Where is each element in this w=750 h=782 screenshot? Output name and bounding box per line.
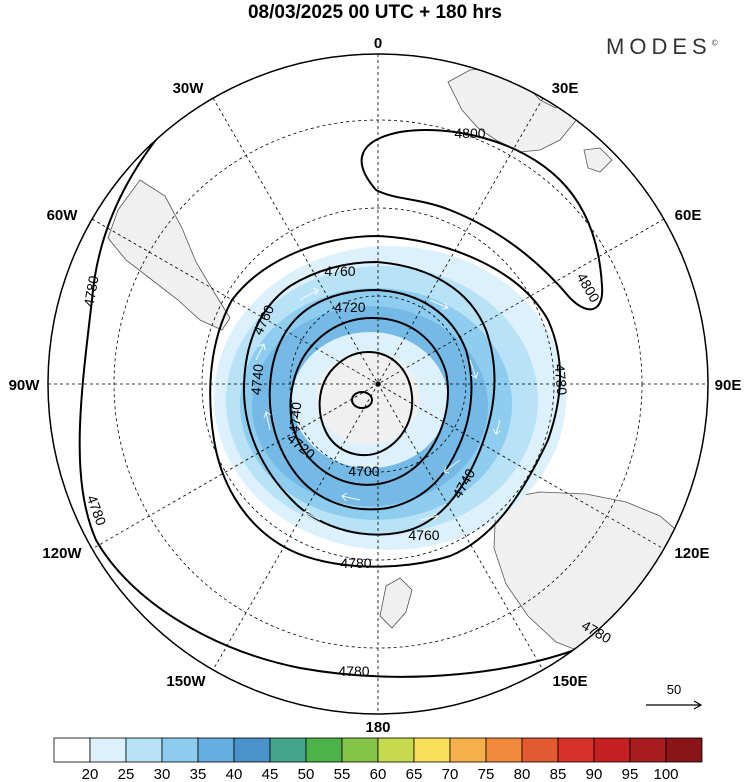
contour-label: 4700	[348, 463, 379, 479]
colorbar-label: 50	[298, 766, 315, 782]
lon-label-60e: 60E	[675, 207, 702, 224]
colorbar-swatch	[341, 737, 379, 763]
colorbar-swatch	[305, 737, 343, 763]
colorbar-label: 30	[154, 766, 171, 782]
contour-4740	[268, 288, 473, 511]
lon-label-150w: 150W	[166, 673, 206, 690]
colorbar-swatch	[557, 737, 595, 763]
colorbar-swatch	[197, 737, 235, 763]
map-disk	[48, 54, 708, 714]
colorbar-label: 65	[406, 766, 423, 782]
reference-vector: 50	[646, 682, 703, 710]
lon-label-120w: 120W	[42, 545, 82, 562]
lon-label-0: 0	[374, 35, 382, 52]
colorbar-swatch	[89, 737, 127, 763]
lon-label-90w: 90W	[9, 377, 41, 394]
colorbar-label: 45	[262, 766, 279, 782]
colorbar-swatch	[629, 737, 667, 763]
contour-4720	[289, 316, 449, 486]
lon-label-90e: 90E	[715, 377, 742, 394]
colorbar-label: 70	[442, 766, 459, 782]
colorbar-swatch	[413, 737, 451, 763]
new-zealand-land	[379, 577, 413, 629]
lon-label-30w: 30W	[173, 80, 205, 97]
lon-label-60w: 60W	[47, 207, 79, 224]
brand-logo: MODES©	[606, 34, 718, 60]
contour-label: 4740	[286, 401, 305, 434]
colorbar-swatch	[161, 737, 199, 763]
colorbar-swatch	[53, 737, 91, 763]
colorbar-swatch	[665, 737, 703, 763]
colorbar-label: 35	[190, 766, 207, 782]
reference-vector-label: 50	[667, 682, 681, 697]
contour-label: 4800	[574, 270, 604, 305]
contour-label: 4780	[84, 493, 110, 528]
colorbar-label: 60	[370, 766, 387, 782]
wind-vectors	[255, 287, 501, 521]
lon-label-150e: 150E	[552, 673, 587, 690]
colorbar-label: 40	[226, 766, 243, 782]
colorbar-swatch	[521, 737, 559, 763]
colorbar	[53, 737, 703, 763]
colorbar-label: 25	[118, 766, 135, 782]
contour-low-center	[351, 391, 373, 409]
contour-label: 4780	[80, 274, 101, 308]
map-title: 08/03/2025 00 UTC + 180 hrs	[247, 2, 503, 23]
contour-label: 4760	[408, 527, 439, 543]
brand-mark: ©	[711, 38, 718, 48]
contour-label: 4720	[334, 299, 365, 315]
madagascar-land	[583, 147, 613, 173]
colorbar-label: 75	[478, 766, 495, 782]
contour-label: 4800	[454, 125, 485, 141]
colorbar-swatch	[269, 737, 307, 763]
contour-4780-inner	[209, 234, 561, 568]
contour-4760	[242, 260, 496, 536]
lon-label-180: 180	[365, 719, 390, 736]
colorbar-swatch	[593, 737, 631, 763]
colorbar-swatch	[233, 737, 271, 763]
colorbar-label: 95	[622, 766, 639, 782]
map-boundary	[47, 53, 709, 715]
colorbar-label: 80	[514, 766, 531, 782]
contour-label: 4760	[324, 263, 355, 279]
contour-4700	[318, 350, 414, 457]
colorbar-label: 55	[334, 766, 351, 782]
pole-marker	[375, 381, 381, 387]
colorbar-label: 20	[82, 766, 99, 782]
colorbar-swatch	[485, 737, 523, 763]
colorbar-swatch	[449, 737, 487, 763]
south-america-land	[107, 179, 231, 331]
contour-label: 4780	[552, 363, 571, 396]
brand-text: MODES	[606, 34, 712, 59]
colorbar-label: 100	[653, 766, 678, 782]
contour-label: 4740	[248, 363, 267, 396]
lon-label-120e: 120E	[674, 545, 709, 562]
colorbar-label: 90	[586, 766, 603, 782]
wind-center	[316, 352, 420, 444]
contour-label: 4780	[340, 555, 371, 571]
lon-label-30e: 30E	[552, 80, 579, 97]
colorbar-labels: 20 25 30 35 40 45 50 55 60 65 70 75 80 85 90 95 100	[82, 766, 679, 782]
contour-4800	[360, 129, 604, 311]
colorbar-swatch	[377, 737, 415, 763]
colorbar-swatch	[125, 737, 163, 763]
contour-label: 4780	[338, 663, 369, 679]
colorbar-label: 85	[550, 766, 567, 782]
longitude-labels: 0 30E 60E 90E 120E 150E 180 150W 120W 90…	[9, 35, 742, 736]
